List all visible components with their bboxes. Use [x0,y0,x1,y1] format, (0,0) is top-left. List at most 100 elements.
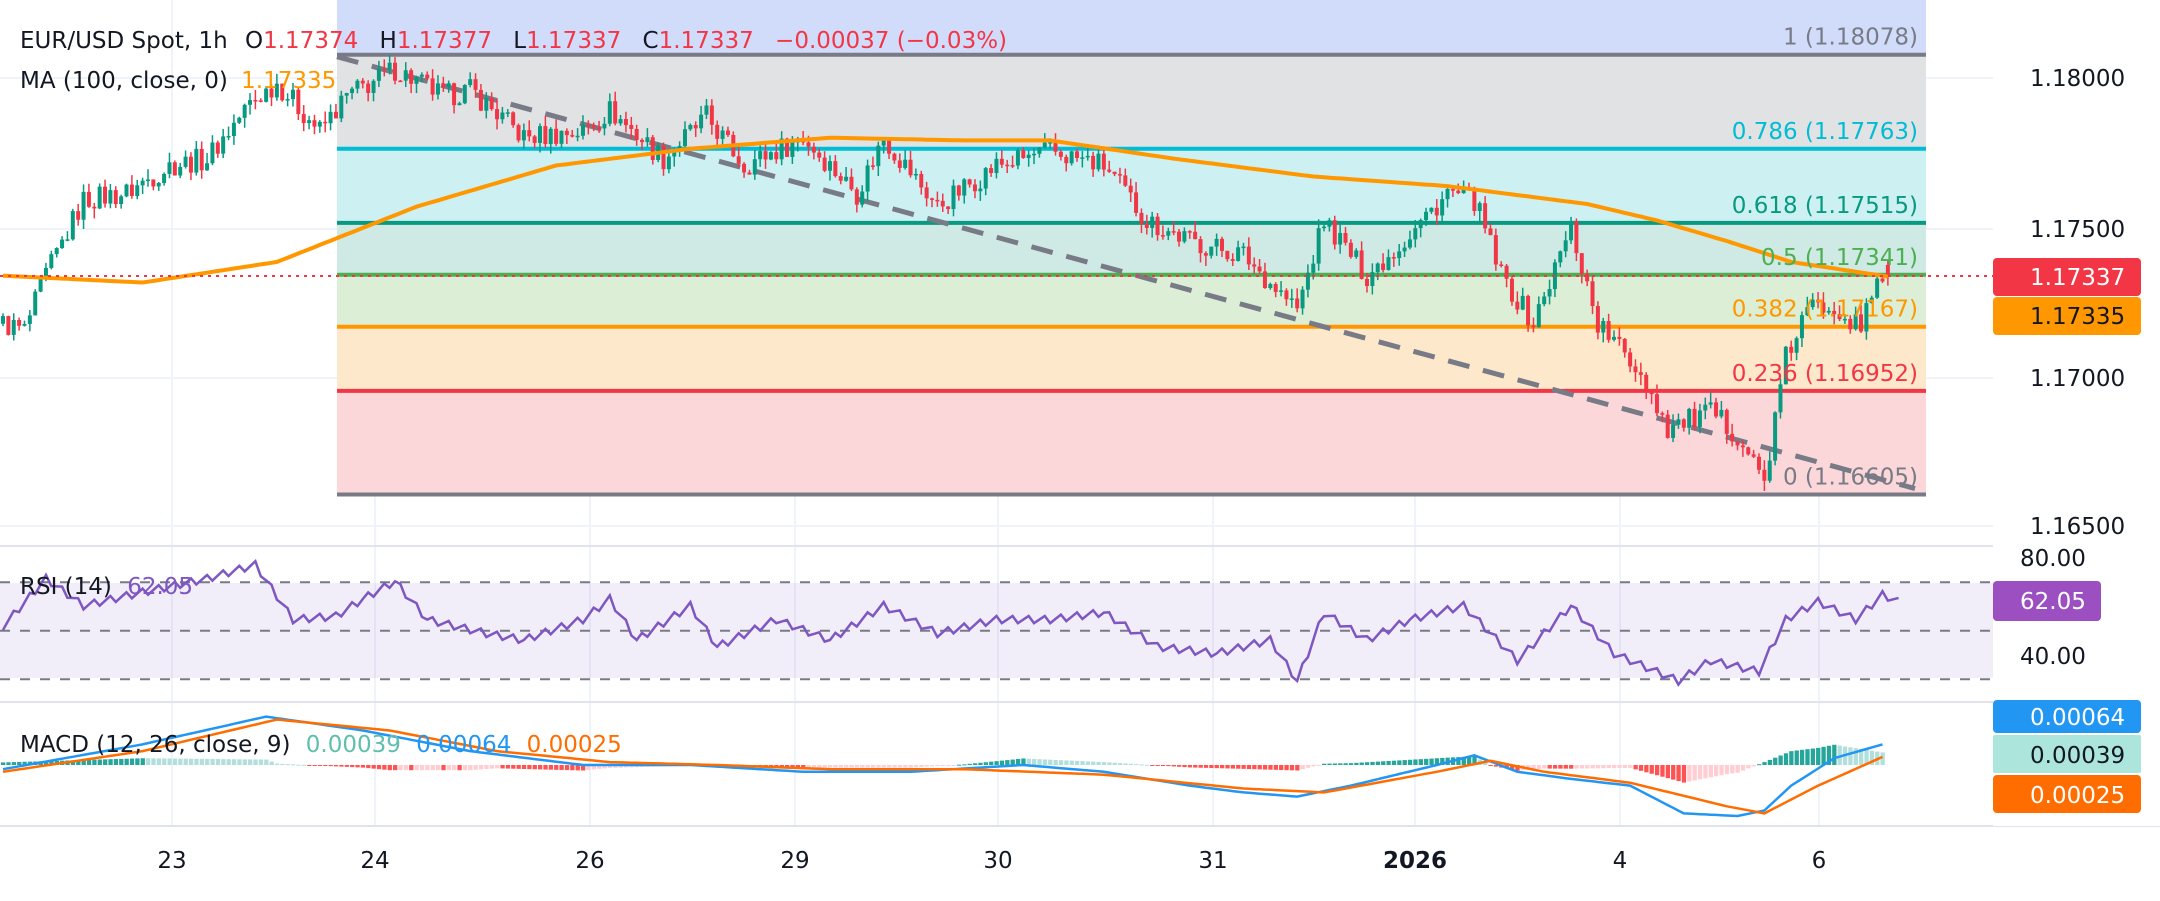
histogram-bar [242,759,247,765]
histogram-bar [1509,765,1515,770]
rsi-legend[interactable]: RSI (14) 62.05 [20,574,193,600]
candle-body [1515,301,1520,310]
histogram-bar [1585,765,1590,769]
candle-body [1381,263,1386,270]
candle-body [323,121,328,124]
candle-body [591,125,596,128]
histogram-bar [505,765,511,769]
histogram-bar [1493,765,1499,767]
candle-body [81,191,86,220]
fibonacci-retracement[interactable] [337,0,1926,497]
candle-body [500,112,505,120]
histogram-bar [387,765,392,771]
candle-body [210,142,215,164]
candle-body [1332,220,1337,245]
candle-body [1869,297,1874,304]
histogram-bar [892,765,897,768]
histogram-bar [1488,765,1493,766]
candle-body [666,156,671,170]
histogram-bar [1622,765,1628,768]
candle-body [462,84,467,104]
candle-body [876,145,881,167]
histogram-bar [1117,763,1123,765]
histogram-bar [1595,765,1601,769]
candle-body [1144,223,1149,228]
candle-body [290,89,295,100]
histogram-bar [887,765,892,768]
histogram-bar [1821,746,1826,765]
candle-body [489,98,494,110]
candle-body [226,135,231,138]
histogram-bar [1617,765,1622,769]
histogram-bar [403,765,409,771]
histogram-bar [1751,765,1756,767]
histogram-bar [210,758,215,765]
ma-legend[interactable]: MA (100, close, 0) 1.17335 [20,68,336,94]
macd-legend[interactable]: MACD (12, 26, close, 9) 0.00039 0.00064 … [20,732,622,758]
candle-body [1520,295,1525,310]
symbol-legend[interactable]: EUR/USD Spot, 1h O1.17374 H1.17377 L1.17… [20,28,1007,54]
candle-body [435,83,440,95]
fib-level-label: 0 (1.16605) [1783,465,1918,491]
fib-band [337,54,1926,149]
histogram-bar [22,761,27,765]
candle-body [1042,142,1047,148]
high-value: 1.17377 [397,28,492,54]
candle-body [1155,216,1160,236]
histogram-bar [983,762,989,765]
histogram-bar [1343,763,1348,765]
histogram-bar [1692,765,1697,781]
candle-body [1493,235,1498,265]
candle-body [1268,284,1273,289]
candle-body [274,83,279,98]
candle-body [65,239,70,241]
candle-body [1724,409,1729,434]
histogram-bar [618,765,623,768]
candle-body [1397,251,1402,259]
histogram-bar [76,760,81,765]
candle-body [70,211,75,240]
candle-body [1177,231,1182,242]
fib-level-label: 0.618 (1.17515) [1732,193,1918,219]
histogram-bar [967,763,972,765]
histogram-bar [398,765,403,771]
candle-body [103,186,108,204]
candle-body [806,142,811,147]
candle-body [1322,226,1327,229]
histogram-bar [376,765,382,770]
candle-body [1509,278,1514,302]
price-axis[interactable] [1993,0,2160,826]
candle-body [355,80,360,89]
candle-body [231,122,236,136]
candle-body [913,173,918,176]
candle-body [747,172,752,175]
histogram-bar [822,765,827,768]
histogram-bar [43,761,49,765]
candle-body [1166,231,1171,236]
candle-body [1338,232,1343,245]
histogram-bar [946,765,951,766]
candle-body [188,156,193,173]
time-axis[interactable]: 23 24 26 29 30 31 2026 4 6 [157,848,1826,874]
histogram-bar [248,759,253,765]
histogram-bar [994,761,999,765]
histogram-bar [1354,762,1359,765]
histogram-bar [527,765,532,770]
candle-body [1601,321,1606,333]
candle-body [301,114,306,124]
candle-body [1021,150,1026,159]
candle-body [1107,169,1112,172]
histogram-bar [838,765,844,768]
histogram-bar [1096,761,1101,765]
candle-body [1681,419,1686,428]
histogram-bar [167,758,172,765]
histogram-bar [575,765,580,771]
candle-body [1203,253,1208,256]
candle-body [1026,154,1031,159]
histogram-bar [1262,765,1268,770]
histogram-bar [1311,765,1316,767]
candle-body [1821,302,1826,313]
histogram-bar [1327,763,1332,765]
candle-body [1069,151,1074,164]
